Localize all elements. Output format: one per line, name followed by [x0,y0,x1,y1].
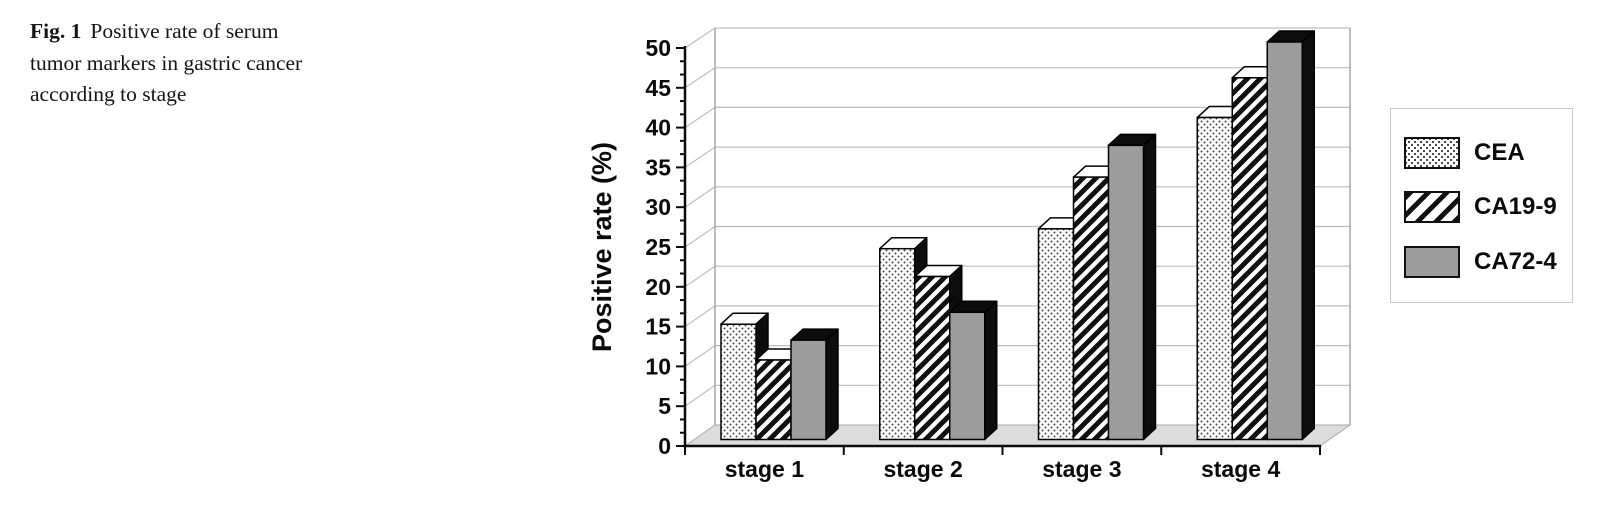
bar-cea-stage3 [1037,228,1075,441]
gridline-sidewall [684,345,716,367]
x-category-label: stage 2 [883,456,962,482]
gridline-sidewall [684,106,716,129]
gridline-sidewall [684,67,716,89]
bar-ca72-4-stage3 [1107,144,1145,441]
caption-line-2: tumor markers in gastric cancer [30,50,303,75]
gridline-sidewall [684,27,716,49]
legend-label-cea: CEA [1474,138,1525,166]
y-tick-label: 25 [645,234,671,260]
legend-swatch-ca72-4-gray [1404,245,1460,278]
chart-legend: CEA CA19-9 CA72-4 [1390,108,1573,303]
bar-ca72-4-stage4 [1266,41,1303,441]
chart-plot-area: 0 5 10 15 20 25 30 35 40 45 50 stage 1 stage 2 stage … [587,27,1352,482]
caption-text-1: Positive rate of serum [90,19,279,43]
bar-ca72-4-stage1-side [825,328,839,441]
bar-cea-stage1 [720,323,757,441]
bar-ca19-9-stage3 [1072,176,1110,441]
gridline-sidewall [684,305,716,328]
y-tick-label: 50 [645,35,671,61]
bar-ca72-4-stage2-side [984,300,998,441]
legend-swatch-cea-dots [1404,136,1460,169]
y-tick-label: 35 [645,154,671,180]
y-axis-title: Positive rate (%) [587,142,617,352]
legend-swatch-ca19-9-stripes [1404,191,1460,223]
gridline-sidewall [684,265,716,288]
figure-label: Fig. 1 [30,19,82,43]
gridline-sidewall [684,384,716,407]
legend-item-ca19-9: CA19-9 [1391,191,1572,223]
y-tick-label: 0 [658,433,671,459]
bar-ca19-9-stage2 [914,275,951,441]
y-tick-label: 40 [645,115,671,141]
bar-ca19-9-stage4 [1231,77,1268,441]
bar-ca72-4-stage2 [949,311,986,441]
bar-ca72-4-stage3-side [1142,133,1157,441]
bar-ca72-4-stage1 [790,339,827,441]
legend-label-ca72-4: CA72-4 [1474,247,1557,275]
x-category-label: stage 3 [1042,456,1121,482]
gridline-sidewall [684,186,716,208]
legend-item-cea: CEA [1391,136,1572,169]
bar-cea-stage4 [1196,116,1233,441]
y-tick-label: 20 [645,274,671,300]
gridline-sidewall [684,226,716,248]
x-category-label: stage 4 [1201,456,1280,482]
y-tick-label: 15 [645,314,671,340]
y-tick-label: 5 [658,393,671,419]
y-tick-label: 30 [645,194,671,220]
legend-label-ca19-9: CA19-9 [1474,193,1557,220]
figure-caption: Fig. 1 Positive rate of serum tumor marke… [30,16,450,111]
y-tick-label: 45 [645,75,671,101]
bar-cea-stage2 [879,247,916,441]
x-category-label: stage 1 [725,456,804,482]
bar-ca72-4-stage4-side [1301,30,1315,441]
gridline-sidewall [684,146,716,168]
y-tick-label: 10 [645,353,671,379]
caption-line-3: according to stage [30,82,187,106]
bar-ca19-9-stage1 [755,359,792,441]
caption-line-1: Fig. 1 Positive rate of serum [30,16,450,48]
legend-item-ca72-4: CA72-4 [1391,245,1572,278]
